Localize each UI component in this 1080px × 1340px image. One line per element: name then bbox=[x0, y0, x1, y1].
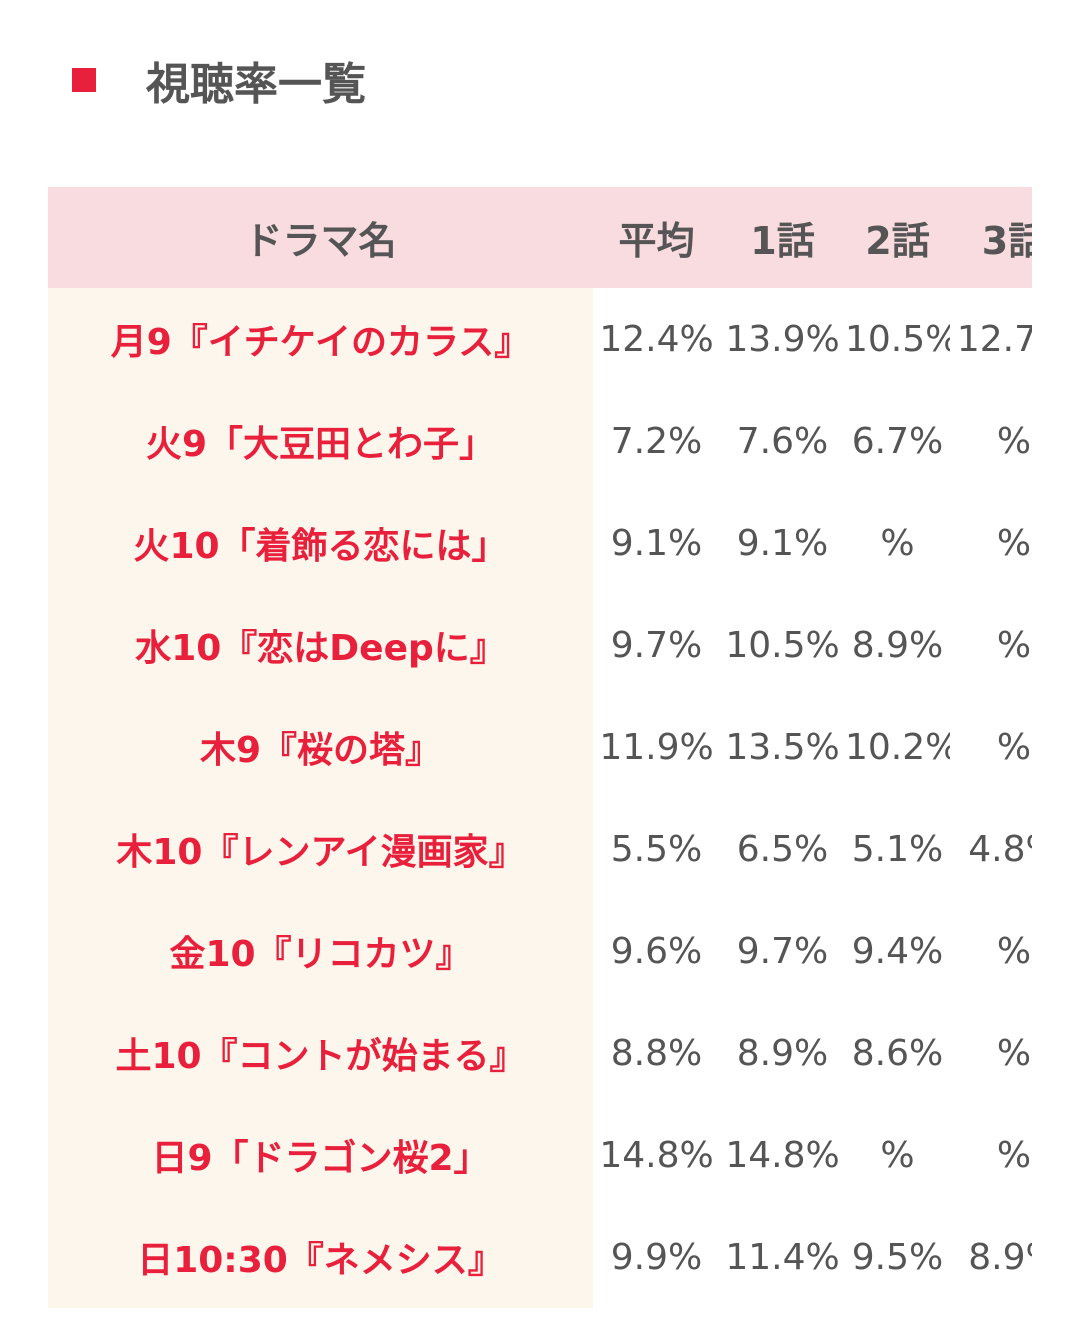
table-row: 木9『桜の塔』 11.9% 13.5% 10.2%% bbox=[48, 696, 1032, 798]
rating-cell: 10.5% bbox=[845, 318, 950, 360]
table-row: 土10『コントが始まる』 8.8% 8.9% 8.6%% bbox=[48, 1002, 1032, 1104]
rating-cell: 9.5% bbox=[851, 1236, 944, 1278]
table-row: 水10『恋はDeepに』 9.7% 10.5% 8.9%% bbox=[48, 594, 1032, 696]
column-header: 平均 bbox=[593, 187, 720, 288]
rating-cell: % bbox=[996, 726, 1032, 768]
column-header: ドラマ名 bbox=[48, 187, 593, 288]
rating-cell: 14.8% bbox=[725, 1134, 840, 1176]
rating-cell: 8.9% bbox=[968, 1236, 1032, 1278]
table-row: 火10「着飾る恋には」 9.1% 9.1%%% bbox=[48, 492, 1032, 594]
table-row: 日9「ドラゴン桜2」 14.8% 14.8%%% bbox=[48, 1104, 1032, 1206]
rating-cell: 4.8% bbox=[968, 828, 1032, 870]
table-row: 木10『レンアイ漫画家』 5.5% 6.5% 5.1% 4.8% bbox=[48, 798, 1032, 900]
rating-cell: 8.8% bbox=[610, 1032, 703, 1074]
ratings-table: ドラマ名 平均 1話 2話 3話 月9『イチケイのカラス』 12.4% 13.9% 10.5%… bbox=[48, 187, 1032, 1308]
table-row: 金10『リコカツ』 9.6% 9.7% 9.4%% bbox=[48, 900, 1032, 1002]
rating-cell: % bbox=[996, 930, 1032, 972]
rating-cell: 7.6% bbox=[736, 420, 829, 462]
header-row: ドラマ名 平均 1話 2話 3話 bbox=[48, 187, 1032, 288]
column-header: 1話 bbox=[720, 187, 845, 288]
rating-cell: 9.7% bbox=[736, 930, 829, 972]
rating-cell: 6.5% bbox=[736, 828, 829, 870]
drama-name: 木10『レンアイ漫画家』 bbox=[48, 798, 593, 900]
drama-name: 木9『桜の塔』 bbox=[48, 696, 593, 798]
rating-cell: 11.9% bbox=[599, 726, 714, 768]
heading-title: 視聴率一覧 bbox=[146, 59, 366, 110]
rating-cell: % bbox=[996, 1134, 1032, 1176]
drama-name: 月9『イチケイのカラス』 bbox=[48, 288, 593, 390]
heading-marker bbox=[72, 68, 96, 92]
rating-cell: % bbox=[880, 1134, 915, 1176]
rating-cell: % bbox=[996, 1032, 1032, 1074]
drama-name: 土10『コントが始まる』 bbox=[48, 1002, 593, 1104]
rating-cell: 9.1% bbox=[610, 522, 703, 564]
rating-cell: 9.4% bbox=[851, 930, 944, 972]
rating-cell: % bbox=[996, 624, 1032, 666]
rating-cell: 5.5% bbox=[610, 828, 703, 870]
rating-cell: 9.1% bbox=[736, 522, 829, 564]
rating-cell: 9.9% bbox=[610, 1236, 703, 1278]
rating-cell: 12.4% bbox=[599, 318, 714, 360]
rating-cell: 10.5% bbox=[725, 624, 840, 666]
drama-name: 火9「大豆田とわ子」 bbox=[48, 390, 593, 492]
rating-cell: % bbox=[996, 420, 1032, 462]
rating-cell: 13.5% bbox=[725, 726, 840, 768]
rating-cell: 9.7% bbox=[610, 624, 703, 666]
rating-cell: 12.7% bbox=[956, 318, 1032, 360]
section-heading: 視聴率一覧 bbox=[72, 50, 366, 110]
rating-cell: 14.8% bbox=[599, 1134, 714, 1176]
rating-cell: % bbox=[880, 522, 915, 564]
drama-name: 水10『恋はDeepに』 bbox=[48, 594, 593, 696]
rating-cell: 5.1% bbox=[851, 828, 944, 870]
rating-cell: % bbox=[996, 522, 1032, 564]
rating-cell: 7.2% bbox=[610, 420, 703, 462]
rating-cell: 11.4% bbox=[725, 1236, 840, 1278]
rating-cell: 8.6% bbox=[851, 1032, 944, 1074]
drama-name: 金10『リコカツ』 bbox=[48, 900, 593, 1002]
rating-cell: 8.9% bbox=[736, 1032, 829, 1074]
drama-name: 日9「ドラゴン桜2」 bbox=[48, 1104, 593, 1206]
rating-cell: 9.6% bbox=[610, 930, 703, 972]
column-header: 2話 bbox=[845, 187, 950, 288]
table-row: 月9『イチケイのカラス』12.4% 13.9%10.5%12.7% bbox=[48, 288, 1032, 390]
table-body: 月9『イチケイのカラス』12.4%13.9%10.5%12.7%火9「大豆田とわ… bbox=[48, 288, 1032, 1308]
drama-name: 火10「着飾る恋には」 bbox=[48, 492, 593, 594]
table-row: 日10:30『ネメシス』 9.9% 11.4% 9.5% 8.9% bbox=[48, 1206, 1032, 1308]
rating-cell: 8.9% bbox=[851, 624, 944, 666]
column-header: 3話 bbox=[950, 187, 1032, 288]
drama-name: 日10:30『ネメシス』 bbox=[48, 1206, 593, 1308]
table-wrapper: ドラマ名 平均 1話 2話 3話 月9『イチケイのカラス』 12.4% 13.9% 10.5%… bbox=[48, 187, 1032, 1308]
rating-cell: 6.7% bbox=[851, 420, 944, 462]
table-row: 火9「大豆田とわ子」 7.2% 7.6% 6.7%% bbox=[48, 390, 1032, 492]
rating-cell: 13.9% bbox=[725, 318, 840, 360]
rating-cell: 10.2% bbox=[845, 726, 950, 768]
